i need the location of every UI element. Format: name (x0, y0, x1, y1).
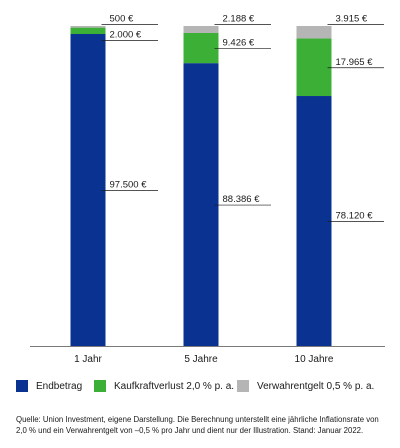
legend-swatch-verwahrentgelt (237, 380, 249, 392)
legend: Endbetrag Kaufkraftverlust 2,0 % p. a. V… (16, 378, 396, 394)
x-tick-label-2: 10 Jahre (295, 354, 334, 365)
bar-endbetrag-1 (183, 63, 219, 347)
legend-label-endbetrag: Endbetrag (36, 380, 83, 392)
data-label-verwahrentgelt-1: 2.188 € (223, 14, 255, 25)
legend-item-verwahrentgelt: Verwahrentgelt 0,5 % p. a. (237, 378, 374, 394)
data-label-kaufkraftverlust-1: 9.426 € (223, 38, 255, 49)
legend-item-endbetrag: Endbetrag (16, 378, 82, 394)
legend-item-kaufkraftverlust: Kaufkraftverlust 2,0 % p. a. (94, 378, 234, 394)
bar-verwahrentgelt-2 (296, 26, 332, 39)
legend-label-verwahrentgelt: Verwahrentgelt 0,5 % p. a. (257, 380, 375, 392)
data-label-endbetrag-1: 88.386 € (223, 194, 261, 205)
data-label-endbetrag-2: 78.120 € (336, 211, 374, 222)
stacked-bar-chart: 97.500 € 2.000 € 500 € 1 Jahr 88.386 € 9.426 … (30, 14, 385, 365)
legend-swatch-kaufkraftverlust (94, 380, 106, 392)
data-label-endbetrag-0: 97.500 € (110, 180, 148, 191)
x-tick-label-0: 1 Jahr (74, 354, 102, 365)
x-tick-label-1: 5 Jahre (184, 354, 218, 365)
bar-endbetrag-0 (70, 34, 106, 346)
chart-svg: 97.500 € 2.000 € 500 € 1 Jahr 88.386 € 9.426 … (30, 14, 385, 365)
bar-kaufkraftverlust-0 (70, 27, 106, 34)
legend-swatch-endbetrag (16, 380, 28, 392)
bar-kaufkraftverlust-2 (296, 38, 332, 97)
legend-label-kaufkraftverlust: Kaufkraftverlust 2,0 % p. a. (114, 380, 235, 392)
data-label-kaufkraftverlust-0: 2.000 € (110, 30, 142, 41)
data-label-kaufkraftverlust-2: 17.965 € (336, 57, 374, 68)
data-label-verwahrentgelt-2: 3.915 € (336, 14, 368, 25)
bar-kaufkraftverlust-1 (183, 33, 219, 64)
bar-endbetrag-2 (296, 96, 332, 347)
bar-verwahrentgelt-1 (183, 26, 219, 34)
data-label-verwahrentgelt-0: 500 € (110, 14, 134, 25)
bar-verwahrentgelt-0 (70, 26, 106, 28)
source-note: Quelle: Union Investment, eigene Darstel… (16, 415, 379, 435)
